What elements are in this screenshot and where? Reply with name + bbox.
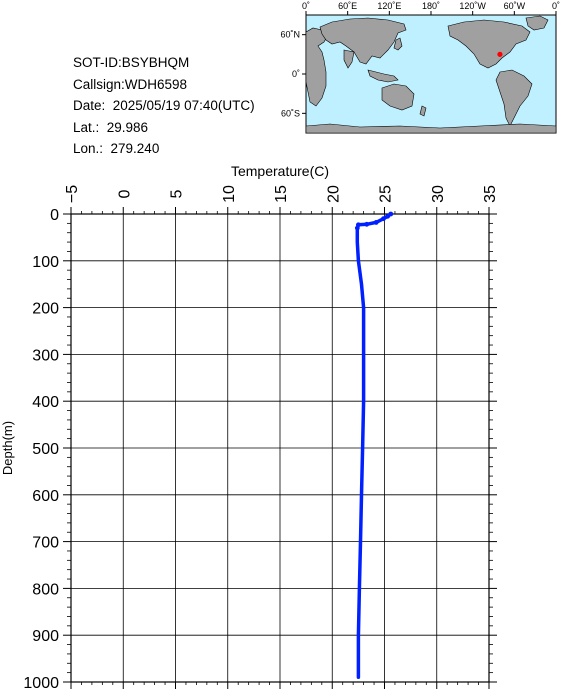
land-north-america bbox=[447, 19, 531, 69]
y-tick-label: 800 bbox=[32, 581, 59, 598]
longitude-text: Lon.: 279.240 bbox=[73, 141, 160, 156]
map-longitude-label: 120˚W bbox=[459, 1, 486, 11]
x-tick-label: 30 bbox=[430, 185, 447, 203]
station-info: SOT-ID:BSYBHQM Callsign:WDH6598 Date: 20… bbox=[73, 52, 255, 160]
map-longitude-label: 180˚ bbox=[422, 1, 440, 11]
chart-grid bbox=[70, 213, 490, 683]
y-tick-label: 700 bbox=[32, 535, 59, 552]
y-tick-label: 0 bbox=[50, 207, 59, 224]
land-greenland bbox=[525, 15, 549, 31]
y-axis-ticks: 0 100 200 300 400 500 600 700 800 900 1000 bbox=[23, 207, 497, 690]
y-tick-label: 900 bbox=[32, 628, 59, 645]
data-point bbox=[373, 220, 379, 225]
chart-series bbox=[354, 211, 394, 680]
map-landmasses bbox=[305, 15, 557, 134]
land-indonesia bbox=[367, 69, 399, 83]
y-tick-label: 200 bbox=[32, 301, 59, 318]
land-south-america bbox=[495, 69, 533, 127]
temperature-depth-chart: −5 0 5 10 15 20 25 30 35 0 100 200 300 400 500 600 700 8… bbox=[0, 163, 499, 690]
x-tick-label: 20 bbox=[325, 185, 342, 203]
map-latitude-label: 60˚S bbox=[281, 108, 300, 118]
x-tick-label: 5 bbox=[169, 189, 186, 198]
x-tick-label: 0 bbox=[116, 189, 133, 198]
map-longitude-labels: 0˚ 60˚E 120˚E 180˚ 120˚W 60˚W 0˚ bbox=[302, 1, 560, 11]
y-tick-label: 1000 bbox=[23, 675, 59, 690]
world-map: 0˚ 60˚E 120˚E 180˚ 120˚W 60˚W 0˚ 60˚N 0˚ 60˚S bbox=[280, 1, 560, 134]
data-point bbox=[364, 221, 370, 227]
data-point bbox=[381, 216, 386, 222]
land-new-zealand bbox=[419, 105, 427, 117]
map-latitude-label: 0˚ bbox=[292, 69, 300, 79]
x-tick-label: 15 bbox=[273, 185, 290, 203]
date-text: Date: 2025/05/19 07:40(UTC) bbox=[73, 98, 255, 113]
y-tick-label: 300 bbox=[32, 347, 59, 364]
map-frame-ticks bbox=[302, 11, 557, 114]
y-tick-label: 600 bbox=[32, 488, 59, 505]
map-longitude-label: 60˚E bbox=[338, 1, 357, 11]
land-japan bbox=[393, 37, 403, 51]
x-axis-ticks: −5 0 5 10 15 20 25 30 35 bbox=[64, 185, 499, 689]
location-map: 0˚ 60˚E 120˚E 180˚ 120˚W 60˚W 0˚ 60˚N 0˚ 60˚S bbox=[0, 0, 564, 150]
y-axis-label: Depth(m) bbox=[0, 421, 15, 475]
callsign-text: Callsign:WDH6598 bbox=[73, 76, 188, 92]
map-longitude-label: 60˚W bbox=[504, 1, 526, 11]
x-tick-label: 25 bbox=[378, 185, 395, 203]
land-antarctica bbox=[305, 123, 557, 134]
latitude-text: Lat.: 29.986 bbox=[73, 119, 149, 135]
observation-location-marker bbox=[497, 51, 503, 57]
x-tick-label: −5 bbox=[64, 185, 81, 203]
map-longitude-label: 120˚E bbox=[377, 1, 401, 11]
map-longitude-label: 0˚ bbox=[552, 1, 560, 11]
y-tick-label: 400 bbox=[32, 394, 59, 411]
x-tick-label: 10 bbox=[221, 185, 238, 203]
land-eurasia bbox=[319, 17, 407, 65]
y-tick-label: 100 bbox=[32, 254, 59, 271]
map-latitude-labels: 60˚N 0˚ 60˚S bbox=[280, 30, 300, 119]
y-tick-label: 500 bbox=[32, 441, 59, 458]
land-india bbox=[343, 49, 355, 69]
map-longitude-label: 0˚ bbox=[302, 1, 310, 11]
x-tick-label: 35 bbox=[482, 185, 499, 203]
map-latitude-label: 60˚N bbox=[280, 30, 300, 40]
data-point bbox=[354, 225, 360, 231]
temperature-profile-line bbox=[355, 212, 393, 680]
x-axis-label: Temperature(C) bbox=[231, 163, 329, 179]
land-australia bbox=[381, 83, 415, 111]
sot-id-text: SOT-ID:BSYBHQM bbox=[73, 55, 190, 70]
data-point bbox=[385, 213, 391, 219]
